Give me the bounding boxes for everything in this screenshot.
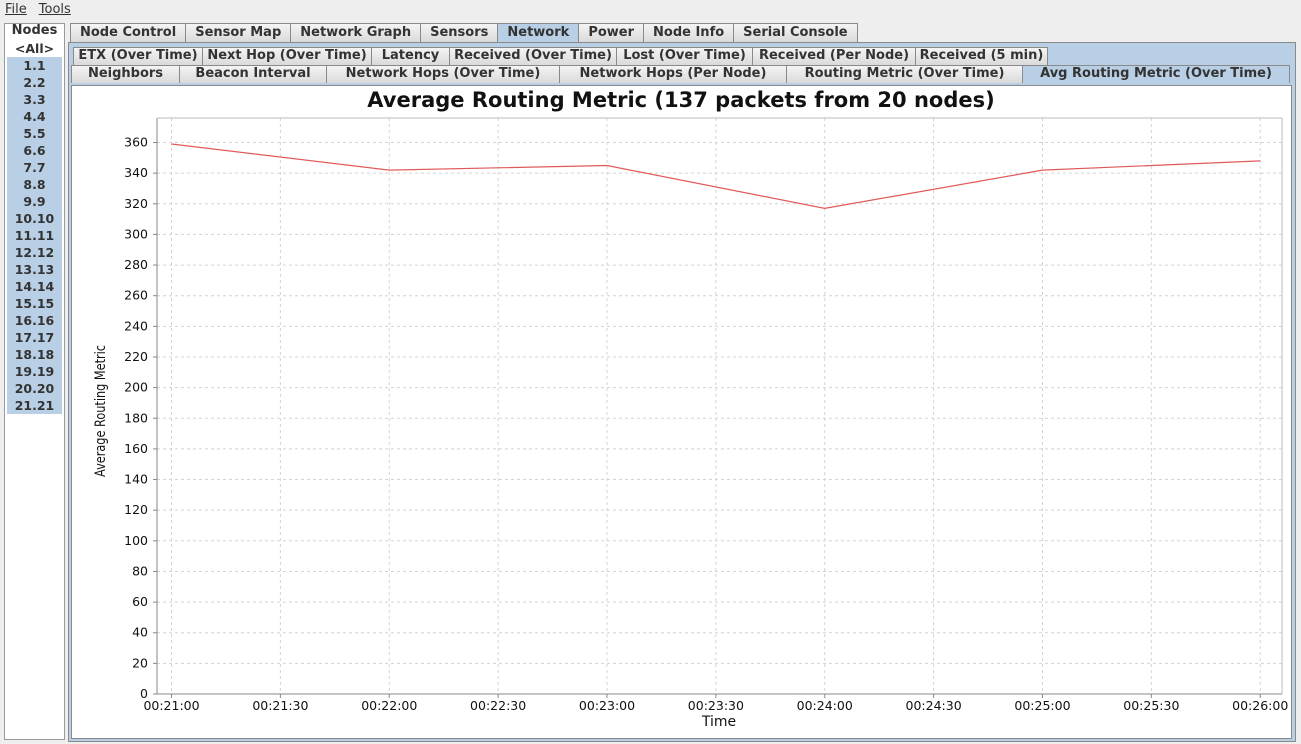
tab-lost-over-time[interactable]: Lost (Over Time) [616,47,753,65]
main-area: Node Control Sensor Map Network Graph Se… [68,20,1301,744]
nodes-panel: Nodes <All> 1.1 2.2 3.3 4.4 5.5 6.6 7.7 … [4,23,65,740]
x-tick-label: 00:25:00 [1014,698,1070,713]
node-item[interactable]: 17.17 [7,329,62,346]
y-tick-label: 340 [124,165,148,180]
node-item[interactable]: 15.15 [7,295,62,312]
sub-tabs-row-1: ETX (Over Time) Next Hop (Over Time) Lat… [73,47,1048,65]
tab-node-control[interactable]: Node Control [70,23,187,42]
y-axis-label: Average Routing Metric [93,345,109,477]
tab-network-hops-per-node[interactable]: Network Hops (Per Node) [559,65,787,83]
y-tick-label: 0 [140,686,148,701]
tab-received-over-time[interactable]: Received (Over Time) [449,47,617,65]
node-item[interactable]: 12.12 [7,244,62,261]
y-tick-label: 360 [124,135,148,150]
tab-network-graph[interactable]: Network Graph [290,23,422,42]
node-item[interactable]: 9.9 [7,193,62,210]
x-tick-label: 00:22:00 [361,698,417,713]
top-tabs: Node Control Sensor Map Network Graph Se… [70,23,858,42]
y-tick-label: 60 [132,594,148,609]
y-tick-label: 200 [124,380,148,395]
tab-beacon-interval[interactable]: Beacon Interval [179,65,327,83]
menu-bar: File Tools [0,0,1301,20]
x-tick-label: 00:21:00 [143,698,199,713]
y-tick-label: 120 [124,502,148,517]
chart-panel: Average Routing Metric (137 packets from… [71,85,1292,739]
node-item[interactable]: 10.10 [7,210,62,227]
sub-tabs-row-2: Neighbors Beacon Interval Network Hops (… [71,65,1290,83]
tab-node-info[interactable]: Node Info [643,23,735,42]
x-tick-label: 00:24:30 [906,698,962,713]
x-tick-label: 00:26:00 [1232,698,1288,713]
node-item[interactable]: 5.5 [7,125,62,142]
nodes-list[interactable]: <All> 1.1 2.2 3.3 4.4 5.5 6.6 7.7 8.8 9.… [7,40,62,414]
tab-received-5-min[interactable]: Received (5 min) [915,47,1048,65]
y-tick-label: 140 [124,472,148,487]
y-tick-label: 260 [124,288,148,303]
y-tick-label: 80 [132,563,148,578]
y-tick-label: 220 [124,349,148,364]
node-item[interactable]: 14.14 [7,278,62,295]
menu-file[interactable]: File [0,0,33,20]
node-item[interactable]: 4.4 [7,108,62,125]
node-item[interactable]: 6.6 [7,142,62,159]
y-tick-label: 20 [132,655,148,670]
tab-network[interactable]: Network [497,23,580,42]
tab-routing-metric-over-time[interactable]: Routing Metric (Over Time) [786,65,1023,83]
menu-file-label: File [5,2,27,17]
x-tick-label: 00:21:30 [252,698,308,713]
y-axis-ticks: 0 20 40 60 80 100 120 140 160 180 200 220 240 260 280 3… [124,135,157,701]
y-tick-label: 160 [124,441,148,456]
node-item[interactable]: 20.20 [7,380,62,397]
menu-tools-label: Tools [38,2,71,17]
node-item[interactable]: 7.7 [7,159,62,176]
x-axis-label: Time [701,714,736,730]
node-item[interactable]: 21.21 [7,397,62,414]
y-tick-label: 320 [124,196,148,211]
node-item[interactable]: 2.2 [7,74,62,91]
tab-serial-console[interactable]: Serial Console [733,23,858,42]
tab-neighbors[interactable]: Neighbors [71,65,180,83]
tab-received-per-node[interactable]: Received (Per Node) [752,47,916,65]
y-tick-label: 180 [124,410,148,425]
x-axis-ticks: 00:21:00 00:21:30 00:22:00 00:22:30 00:23:00… [143,694,1288,713]
node-item[interactable]: 1.1 [7,57,62,74]
x-tick-label: 00:24:00 [797,698,853,713]
node-item[interactable]: 8.8 [7,176,62,193]
node-item[interactable]: 18.18 [7,346,62,363]
x-tick-label: 00:22:30 [470,698,526,713]
tab-sensors[interactable]: Sensors [420,23,499,42]
node-item[interactable]: 13.13 [7,261,62,278]
chart-title: Average Routing Metric (137 packets from… [367,88,994,112]
node-item[interactable]: 19.19 [7,363,62,380]
nodes-title: Nodes [11,23,58,38]
x-tick-label: 00:23:00 [579,698,635,713]
tab-etx-over-time[interactable]: ETX (Over Time) [73,47,203,65]
tab-sensor-map[interactable]: Sensor Map [185,23,292,42]
node-item-all[interactable]: <All> [14,41,55,56]
tab-latency[interactable]: Latency [371,47,450,65]
y-tick-label: 280 [124,257,148,272]
plot-area [157,118,1282,694]
network-panel: ETX (Over Time) Next Hop (Over Time) Lat… [68,42,1296,742]
y-tick-label: 40 [132,625,148,640]
series-line [171,143,1261,210]
y-tick-label: 100 [124,533,148,548]
tab-network-hops-over-time[interactable]: Network Hops (Over Time) [326,65,560,83]
y-tick-label: 300 [124,226,148,241]
tab-power[interactable]: Power [578,23,645,42]
tab-avg-routing-metric-over-time[interactable]: Avg Routing Metric (Over Time) [1022,65,1290,83]
x-tick-label: 00:25:30 [1123,698,1179,713]
menu-tools[interactable]: Tools [33,0,77,20]
y-tick-label: 240 [124,318,148,333]
node-item[interactable]: 16.16 [7,312,62,329]
node-item[interactable]: 3.3 [7,91,62,108]
avg-routing-metric-chart: Average Routing Metric (137 packets from… [93,88,1288,730]
node-item[interactable]: 11.11 [7,227,62,244]
grid-x [171,118,1261,694]
tab-next-hop-over-time[interactable]: Next Hop (Over Time) [202,47,372,65]
x-tick-label: 00:23:30 [688,698,744,713]
grid-y [157,142,1282,664]
